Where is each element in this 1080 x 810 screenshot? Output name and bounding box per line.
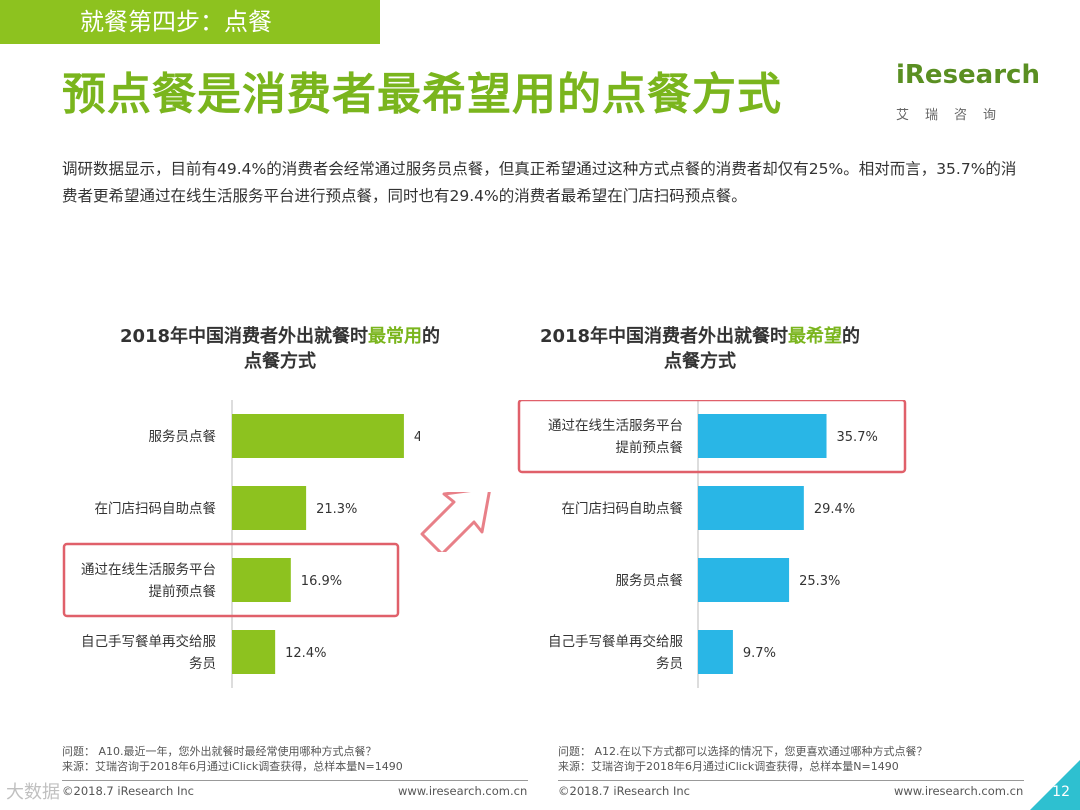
right-bar-chart: 35.7% 通过在线生活服务平台提前预点餐 29.4% 在门店扫码自助点餐 25.3% 服… [517,400,907,688]
category-label-0-0: 服务员点餐 [149,429,217,445]
summary-text: 调研数据显示，目前有49.4%的消费者会经常通过服务员点餐，但真正希望通过这种方… [62,160,1017,205]
right-footer-divider [558,780,1024,781]
category-label-0-1: 在门店扫码自助点餐 [95,501,217,517]
category-label-line-1-1-0: 在门店扫码自助点餐 [562,501,684,517]
right-title-line2: 点餐方式 [664,351,736,372]
category-label-1-0: 通过在线生活服务平台提前预点餐 [548,418,683,456]
category-label-line-1-0-0: 通过在线生活服务平台 [548,418,683,434]
value-label-1-3: 9.7% [743,646,776,661]
logo-sub-text: 艾瑞咨询 [896,108,1013,123]
left-footer-copyright: ©2018.7 iResearch Inc [62,784,194,798]
value-label-0-0: 49.4% [414,430,420,445]
category-label-0-3: 自己手写餐单再交给服务员 [81,633,216,672]
iresearch-logo: iResearch 艾瑞咨询 [890,56,1040,126]
category-label-line-1-0-1: 提前预点餐 [616,439,684,456]
bar-1-1 [698,486,804,530]
right-footer-url[interactable]: www.iresearch.com.cn [894,784,1024,798]
right-note-source: 来源：艾瑞咨询于2018年6月通过iClick调查获得，总样本量N=1490 [558,760,899,773]
watermark-text: 大数据 [6,782,60,803]
category-label-line-1-2-0: 服务员点餐 [616,573,684,589]
bar-1-2 [698,558,790,602]
value-label-1-0: 35.7% [837,430,878,445]
category-label-line-1-3-0: 自己手写餐单再交给服 [548,633,683,650]
category-label-line-1-3-1: 务员 [656,656,683,672]
left-footer-divider [62,780,528,781]
right-notes: 问题： A12.在以下方式都可以选择的情况下，您更喜欢通过哪种方式点餐？ 来源：… [558,744,928,774]
category-label-line-0-3-0: 自己手写餐单再交给服 [81,633,216,650]
bar-0-2 [232,558,291,602]
left-note-question: 问题： A10.最近一年，您外出就餐时最经常使用哪种方式点餐？ [62,745,377,758]
value-label-1-1: 29.4% [814,502,855,517]
category-label-1-3: 自己手写餐单再交给服务员 [548,633,683,672]
page-number: 12 [1052,784,1070,800]
category-label-0-2: 通过在线生活服务平台提前预点餐 [81,562,216,600]
left-chart-title: 2018年中国消费者外出就餐时最常用的 点餐方式 [70,324,490,374]
category-label-line-0-0-0: 服务员点餐 [149,429,217,445]
left-bar-chart: 49.4% 服务员点餐 21.3% 在门店扫码自助点餐 16.9% 通过在线生活服务平台提… [62,400,420,688]
category-label-1-2: 服务员点餐 [616,573,684,589]
page-title: 预点餐是消费者最希望用的点餐方式 [62,69,782,120]
right-arrow-icon [420,492,491,552]
value-label-1-2: 25.3% [799,574,840,589]
right-title-highlight: 最希望 [788,326,843,347]
left-title-highlight: 最常用 [368,326,423,347]
right-note-question: 问题： A12.在以下方式都可以选择的情况下，您更喜欢通过哪种方式点餐？ [558,745,928,758]
section-step-tab: 就餐第四步：点餐 [0,0,380,44]
category-label-line-0-2-1: 提前预点餐 [149,583,217,600]
bar-0-0 [232,414,404,458]
bar-1-0 [698,414,827,458]
page-number-corner [1030,760,1080,810]
left-title-suffix: 的 [422,326,441,347]
left-title-prefix: 2018年中国消费者外出就餐时 [119,326,369,347]
right-title-suffix: 的 [842,326,861,347]
left-title-line2: 点餐方式 [244,351,316,372]
right-title-prefix: 2018年中国消费者外出就餐时 [539,326,789,347]
bar-1-3 [698,630,733,674]
bar-0-1 [232,486,307,530]
category-label-line-0-1-0: 在门店扫码自助点餐 [95,501,217,517]
value-label-0-2: 16.9% [301,574,342,589]
bar-0-3 [232,630,276,674]
highlight-box-0 [62,542,400,618]
value-label-0-3: 12.4% [285,646,326,661]
category-label-line-0-2-0: 通过在线生活服务平台 [81,562,216,578]
left-notes: 问题： A10.最近一年，您外出就餐时最经常使用哪种方式点餐？ 来源：艾瑞咨询于… [62,744,403,774]
left-note-source: 来源：艾瑞咨询于2018年6月通过iClick调查获得，总样本量N=1490 [62,760,403,773]
right-chart-title: 2018年中国消费者外出就餐时最希望的 点餐方式 [490,324,910,374]
right-footer-copyright: ©2018.7 iResearch Inc [558,784,690,798]
logo-main-text: iResearch [896,60,1040,90]
highlight-box-1 [517,400,907,474]
value-label-0-1: 21.3% [316,502,357,517]
left-footer-url[interactable]: www.iresearch.com.cn [398,784,528,798]
category-label-1-1: 在门店扫码自助点餐 [562,501,684,517]
category-label-line-0-3-1: 务员 [189,656,216,672]
